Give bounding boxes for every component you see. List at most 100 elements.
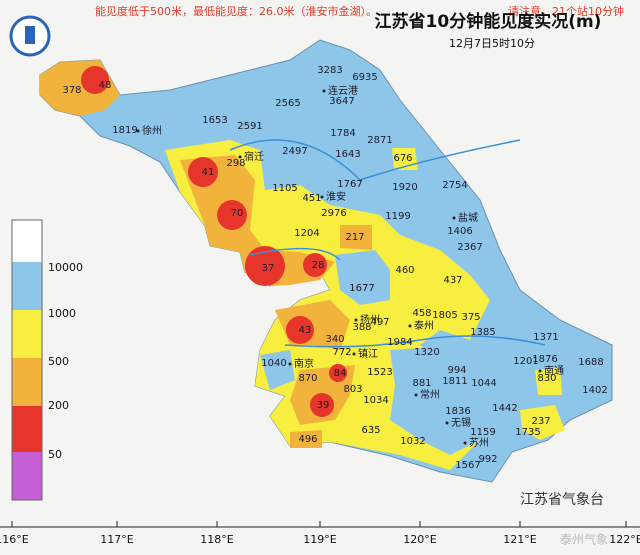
station-value: 298 bbox=[226, 158, 245, 169]
watermark: 泰州气象 bbox=[560, 532, 608, 547]
legend-label: 200 bbox=[48, 399, 69, 412]
station-value: 2871 bbox=[367, 135, 392, 146]
station-value: 1044 bbox=[471, 378, 496, 389]
station-value: 676 bbox=[393, 153, 412, 164]
station-value: 28 bbox=[312, 260, 325, 271]
city-dot bbox=[354, 318, 358, 322]
station-value: 1199 bbox=[385, 211, 410, 222]
station-value: 1442 bbox=[492, 403, 517, 414]
city-dot bbox=[408, 324, 412, 328]
station-value: 1523 bbox=[367, 367, 392, 378]
station-value: 1653 bbox=[202, 115, 227, 126]
station-value: 2976 bbox=[321, 208, 346, 219]
station-value: 1984 bbox=[387, 337, 412, 348]
station-value: 41 bbox=[202, 167, 215, 178]
city-label: 盐城 bbox=[458, 211, 478, 224]
visibility-zone-red bbox=[217, 200, 247, 230]
station-value: 1105 bbox=[272, 183, 297, 194]
station-value: 1040 bbox=[261, 358, 286, 369]
visibility-zone-red bbox=[329, 364, 347, 382]
city-label: 无锡 bbox=[451, 416, 471, 429]
axis-label: 119°E bbox=[303, 533, 336, 546]
station-value: 635 bbox=[361, 425, 380, 436]
station-value: 37 bbox=[262, 263, 275, 274]
city-label: 淮安 bbox=[326, 190, 346, 203]
city-label: 徐州 bbox=[142, 124, 162, 137]
station-value: 1784 bbox=[330, 128, 355, 139]
legend-label: 500 bbox=[48, 355, 69, 368]
visibility-zone-blue bbox=[390, 345, 505, 455]
station-value: 992 bbox=[478, 454, 497, 465]
city-dot bbox=[320, 195, 324, 199]
station-value: 1876 bbox=[532, 354, 557, 365]
station-value: 2565 bbox=[275, 98, 300, 109]
station-value: 39 bbox=[317, 400, 330, 411]
station-value: 375 bbox=[461, 312, 480, 323]
alert-text: 能见度低于500米，最低能见度：26.0米（淮安市金湖）。 bbox=[95, 4, 377, 18]
station-value: 2367 bbox=[457, 242, 482, 253]
legend-swatch bbox=[12, 310, 42, 358]
station-value: 388 bbox=[352, 322, 371, 333]
city-label: 连云港 bbox=[328, 84, 358, 97]
station-value: 378 bbox=[62, 85, 81, 96]
station-value: 830 bbox=[537, 373, 556, 384]
visibility-zone-blue bbox=[260, 350, 295, 390]
city-dot bbox=[414, 393, 418, 397]
axis-label: 118°E bbox=[200, 533, 233, 546]
station-value: 994 bbox=[447, 365, 466, 376]
legend-swatch bbox=[12, 406, 42, 452]
visibility-zone-red bbox=[303, 253, 327, 277]
visibility-zone-red bbox=[310, 393, 334, 417]
legend bbox=[11, 219, 43, 501]
river bbox=[229, 139, 521, 181]
visibility-zone-red bbox=[286, 316, 314, 344]
station-value: 1643 bbox=[335, 149, 360, 160]
visibility-zone-blue bbox=[335, 250, 390, 305]
station-value: 3647 bbox=[329, 96, 354, 107]
city-label: 镇江 bbox=[358, 347, 378, 360]
station-value: 1320 bbox=[414, 347, 439, 358]
visibility-zone-blue bbox=[260, 140, 340, 200]
station-value: 2754 bbox=[442, 180, 467, 191]
station-value: 1735 bbox=[515, 427, 540, 438]
axis-label: 116°E bbox=[0, 533, 29, 546]
station-value: 1204 bbox=[294, 228, 319, 239]
map-subtitle: 12月7日5时10分 bbox=[449, 37, 535, 50]
legend-label: 50 bbox=[48, 448, 62, 461]
station-value: 1201 bbox=[513, 356, 538, 367]
station-value: 1811 bbox=[442, 376, 467, 387]
city-dot bbox=[288, 362, 292, 366]
station-value: 881 bbox=[412, 378, 431, 389]
station-value: 237 bbox=[531, 416, 550, 427]
station-value: 497 bbox=[370, 317, 389, 328]
visibility-zone-orange bbox=[290, 430, 322, 448]
station-value: 1385 bbox=[470, 327, 495, 338]
visibility-zone-orange bbox=[340, 225, 372, 250]
logo bbox=[25, 26, 35, 44]
legend-swatch bbox=[12, 452, 42, 500]
legend-frame bbox=[11, 219, 43, 501]
station-value: 1819 bbox=[112, 125, 137, 136]
station-value: 458 bbox=[412, 308, 431, 319]
alert-text: 请注意，21个站10分钟 bbox=[508, 4, 624, 18]
city-dot bbox=[538, 369, 542, 373]
station-value: 48 bbox=[99, 80, 112, 91]
city-label: 南通 bbox=[544, 364, 564, 377]
issuer: 江苏省气象台 bbox=[520, 492, 604, 508]
city-label: 常州 bbox=[420, 388, 440, 401]
city-dot bbox=[238, 155, 242, 159]
station-value: 1920 bbox=[392, 182, 417, 193]
city-label: 扬州 bbox=[360, 313, 380, 326]
station-value: 43 bbox=[299, 325, 312, 336]
visibility-zone-red bbox=[245, 246, 285, 286]
station-value: 1688 bbox=[578, 357, 603, 368]
axis-label: 121°E bbox=[503, 533, 536, 546]
station-value: 1767 bbox=[337, 179, 362, 190]
city-label: 泰州 bbox=[414, 319, 434, 332]
river bbox=[249, 247, 341, 261]
station-value: 2591 bbox=[237, 121, 262, 132]
station-value: 1032 bbox=[400, 436, 425, 447]
city-label: 宿迁 bbox=[244, 150, 264, 163]
station-value: 496 bbox=[298, 434, 317, 445]
